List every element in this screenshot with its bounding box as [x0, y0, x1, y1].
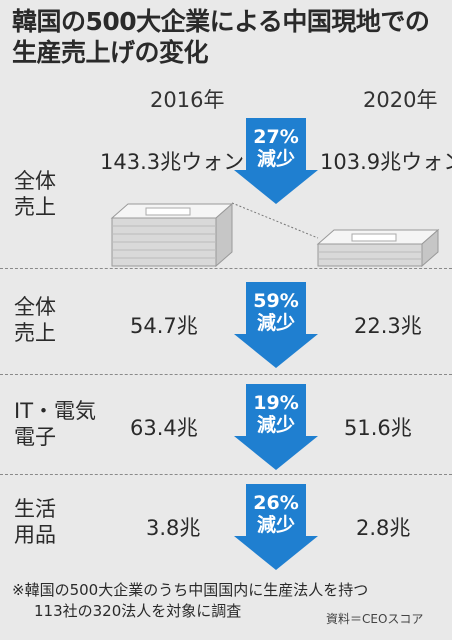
chart-title: 韓国の500大企業による中国現地での 生産売上げの変化	[12, 6, 442, 68]
row-label-line2: 電子	[14, 425, 56, 449]
row-label-line1: IT・電気	[14, 399, 97, 423]
decrease-percent: 26%	[253, 492, 299, 514]
down-arrow-icon	[234, 384, 318, 470]
row-divider	[0, 474, 452, 475]
value-2016-it-electronics: 63.4兆	[130, 416, 198, 440]
down-arrow-icon	[234, 282, 318, 368]
down-arrow-icon	[234, 484, 318, 570]
chart-title-line1: 韓国の500大企業による中国現地での	[12, 7, 430, 36]
decrease-label: 減少	[256, 414, 295, 436]
row-label-line2: 用品	[14, 523, 56, 547]
stack-of-cash-icon	[110, 202, 440, 268]
decrease-label: 減少	[256, 312, 295, 334]
row-label-line1: 全体	[14, 169, 56, 193]
decrease-label: 減少	[256, 514, 295, 536]
row-label-line1: 生活	[14, 497, 56, 521]
row-label-line2: 売上	[14, 195, 56, 219]
row-label-it-electronics: IT・電気 電子	[14, 398, 96, 450]
value-2016-consumer-goods: 3.8兆	[146, 516, 201, 540]
footnote: ※韓国の500大企業のうち中国国内に生産法人を持つ 113社の320法人を対象に…	[12, 580, 442, 622]
cash-stack-2020	[316, 228, 440, 268]
year-header-2016: 2016年	[150, 88, 225, 112]
decrease-arrow-it-electronics: 19% 減少	[234, 384, 318, 470]
decrease-percent: 19%	[253, 392, 299, 414]
row-divider	[0, 374, 452, 375]
cash-stack-2016	[110, 202, 234, 268]
decrease-percent: 27%	[253, 126, 299, 148]
decrease-percent: 59%	[253, 290, 299, 312]
source-credit: 資料＝CEOスコア	[326, 612, 424, 626]
row-label-total-sales-krw: 全体 売上	[14, 168, 56, 220]
value-2020-total-krw: 103.9兆ウォン	[320, 150, 452, 174]
row-label-line1: 全体	[14, 295, 56, 319]
decrease-arrow-total-krw: 27% 減少	[234, 118, 318, 204]
footnote-line1: ※韓国の500大企業のうち中国国内に生産法人を持つ	[12, 581, 369, 599]
down-arrow-icon	[234, 118, 318, 204]
footnote-line2: 113社の320法人を対象に調査	[34, 602, 242, 620]
value-2020-total: 22.3兆	[354, 314, 422, 338]
row-label-total-sales: 全体 売上	[14, 294, 56, 346]
decrease-arrow-consumer-goods: 26% 減少	[234, 484, 318, 570]
year-header-2020: 2020年	[363, 88, 438, 112]
value-2020-it-electronics: 51.6兆	[344, 416, 412, 440]
decrease-arrow-total: 59% 減少	[234, 282, 318, 368]
row-label-line2: 売上	[14, 321, 56, 345]
value-2016-total-krw: 143.3兆ウォン	[100, 150, 245, 174]
value-2020-consumer-goods: 2.8兆	[356, 516, 411, 540]
row-divider	[0, 268, 452, 269]
value-2016-total: 54.7兆	[130, 314, 198, 338]
row-label-consumer-goods: 生活 用品	[14, 496, 56, 548]
decrease-label: 減少	[256, 148, 295, 170]
chart-title-line2: 生産売上げの変化	[12, 38, 209, 67]
